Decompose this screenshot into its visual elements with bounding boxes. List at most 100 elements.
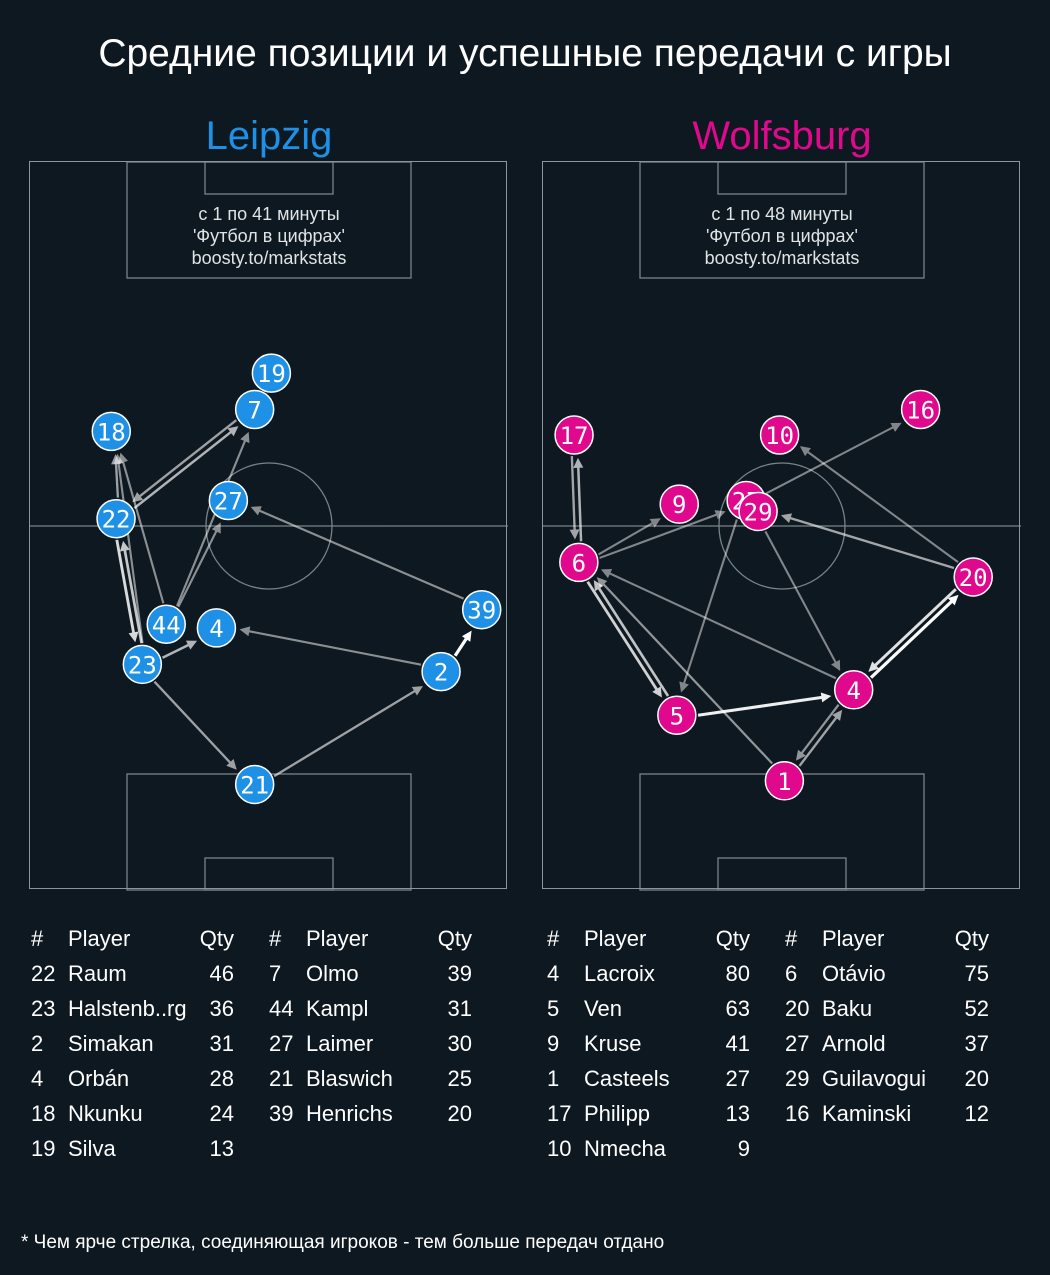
arrow-head	[411, 686, 423, 696]
pass-arrow-1-to-6	[596, 577, 773, 765]
player-number-label: 9	[672, 491, 686, 519]
arrow-shaft	[586, 580, 660, 694]
player-number-label: 6	[572, 549, 586, 577]
pass-arrow-27-to-5	[679, 519, 738, 693]
cell-qty: 52	[964, 996, 989, 1021]
arrow-shaft	[136, 419, 238, 500]
player-marker	[196, 608, 237, 648]
pass-arrow-20-to-29	[780, 513, 955, 570]
cell-number: 27	[785, 1031, 810, 1056]
player-node-2: 2	[421, 651, 461, 692]
player-node-22: 22	[96, 498, 136, 539]
pass-arrow-20-to-10	[799, 446, 959, 563]
player-number-label: 5	[670, 702, 684, 730]
cell-qty: 13	[725, 1101, 750, 1126]
pass-arrow-17-to-6	[569, 456, 580, 540]
arrow-head	[890, 422, 902, 432]
pass-arrow-21-to-2	[273, 686, 423, 778]
arrow-head	[227, 426, 239, 437]
arrow-head	[226, 758, 237, 770]
info-box-wolfsburg: с 1 по 48 минуты 'Футбол в цифрах' boost…	[543, 203, 1021, 269]
cell-number: 9	[547, 1031, 560, 1056]
cell-qty: 41	[725, 1031, 750, 1056]
table-header: # Player Qty	[785, 926, 989, 961]
cell-qty: 31	[447, 996, 472, 1021]
cell-qty: 12	[964, 1101, 989, 1126]
goal-box-top	[204, 161, 334, 195]
cell-number: #	[785, 926, 798, 951]
table-row: 19 Silva 13	[31, 1136, 234, 1171]
cell-player: Arnold	[822, 1031, 886, 1056]
goal-box-top	[717, 161, 847, 195]
pitch-leipzig: 22 23 2 4 18 19 7 44 27 21 39 с 1 по 41 минуты 'Фу…	[29, 161, 508, 891]
pass-arrow-2-to-39	[453, 630, 472, 657]
player-number-label: 22	[102, 506, 131, 534]
table-row: 1 Casteels 27	[547, 1066, 750, 1101]
arrow-shaft	[765, 424, 897, 495]
pass-arrow-4-to-20	[869, 594, 959, 679]
player-marker	[657, 695, 697, 736]
arrow-head	[128, 631, 139, 643]
cell-qty: Qty	[199, 926, 234, 951]
player-node-18: 18	[91, 411, 132, 452]
cell-number: 10	[547, 1136, 572, 1161]
arrow-shaft	[798, 704, 840, 757]
player-marker	[759, 415, 800, 455]
cell-number: 23	[31, 996, 56, 1021]
arrow-head	[820, 692, 832, 703]
arrow-head	[596, 577, 608, 588]
player-number-label: 2	[434, 659, 448, 687]
arrow-head	[569, 529, 580, 540]
player-number-label: 19	[257, 360, 286, 388]
player-node-4: 4	[196, 608, 237, 648]
info-period: с 1 по 41 минуты	[198, 204, 340, 224]
info-link: boosty.to/markstats	[191, 248, 347, 268]
arrow-shaft	[245, 629, 422, 666]
player-number-label: 29	[744, 498, 773, 526]
arrow-shaft	[600, 580, 773, 765]
table-row: 20 Baku 52	[785, 996, 989, 1031]
cell-player: Halstenb..rg	[68, 996, 187, 1021]
arrow-head	[239, 626, 251, 637]
cell-player: Lacroix	[584, 961, 655, 986]
cell-player: Player	[68, 926, 131, 951]
player-number-label: 44	[152, 611, 181, 639]
pass-arrow-23-to-22	[119, 540, 143, 644]
player-node-39: 39	[461, 589, 502, 630]
arrow-head	[799, 446, 811, 457]
cell-qty: 25	[447, 1066, 472, 1091]
info-source: 'Футбол в цифрах'	[193, 226, 345, 246]
pass-arrow-2-to-4	[239, 626, 422, 666]
player-marker	[900, 389, 941, 430]
cell-qty: Qty	[954, 926, 989, 951]
pass-arrow-4-to-6	[600, 569, 837, 680]
table-row: 39 Henrichs 20	[269, 1101, 472, 1136]
player-marker	[659, 484, 699, 524]
table-row: 9 Kruse 41	[547, 1031, 750, 1066]
cell-player: Baku	[822, 996, 873, 1021]
center-circle	[718, 462, 846, 590]
player-node-1: 1	[764, 761, 805, 801]
arrow-head	[795, 749, 806, 761]
table-row: 7 Olmo 39	[269, 961, 472, 996]
cell-qty: 31	[209, 1031, 234, 1056]
player-table-wolfsburg-1: # Player Qty 4 Lacroix 80 5 Ven 63 9 Kruse 41 1 Caste…	[547, 926, 750, 1171]
center-circle	[205, 462, 333, 590]
cell-player: Player	[306, 926, 369, 951]
cell-qty: 28	[209, 1066, 234, 1091]
arrow-shaft	[597, 520, 657, 556]
pass-arrows	[569, 422, 959, 767]
cell-number: 6	[785, 961, 798, 986]
pass-arrow-6-to-17	[573, 457, 584, 542]
table-row: 29 Guilavogui 20	[785, 1066, 989, 1101]
cell-number: 16	[785, 1101, 810, 1126]
arrow-shaft	[177, 527, 219, 608]
table-row: 27 Laimer 30	[269, 1031, 472, 1066]
cell-number: 21	[269, 1066, 294, 1091]
pass-arrow-7-to-22	[132, 419, 238, 503]
player-marker	[251, 353, 292, 393]
arrow-head	[240, 431, 250, 444]
arrow-head	[652, 686, 662, 698]
cell-number: #	[269, 926, 282, 951]
